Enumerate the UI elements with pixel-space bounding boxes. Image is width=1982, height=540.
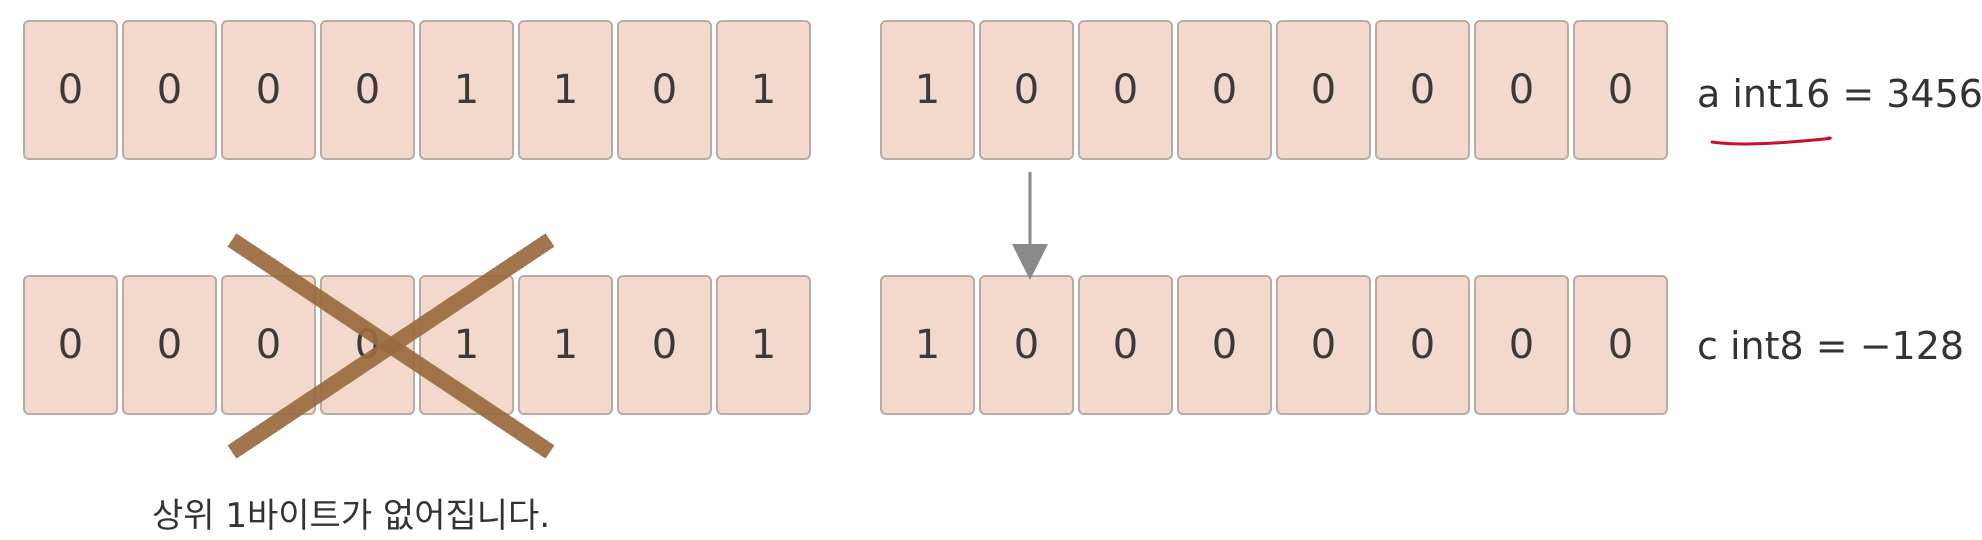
bit-cell: 1 xyxy=(419,275,514,415)
row-c-low-byte: 1 0 0 0 0 0 0 0 xyxy=(880,275,1668,415)
bit-cell: 0 xyxy=(1078,20,1173,160)
row-a-low-byte: 1 0 0 0 0 0 0 0 xyxy=(880,20,1668,160)
row-c-high-byte: 0 0 0 0 1 1 0 1 xyxy=(23,275,811,415)
bit-cell: 1 xyxy=(716,20,811,160)
bit-cell: 0 xyxy=(122,275,217,415)
bit-cell: 0 xyxy=(1474,275,1569,415)
row-a-high-byte: 0 0 0 0 1 1 0 1 xyxy=(23,20,811,160)
bit-cell: 1 xyxy=(716,275,811,415)
bit-cell: 0 xyxy=(1078,275,1173,415)
bit-cell: 0 xyxy=(1474,20,1569,160)
bit-cell: 1 xyxy=(419,20,514,160)
bit-cell: 0 xyxy=(617,275,712,415)
bit-cell: 0 xyxy=(122,20,217,160)
bit-cell: 0 xyxy=(221,275,316,415)
red-underline xyxy=(1710,136,1832,146)
bit-cell: 0 xyxy=(320,20,415,160)
bit-cell: 1 xyxy=(518,275,613,415)
bit-cell: 1 xyxy=(880,20,975,160)
bit-cell: 0 xyxy=(221,20,316,160)
bit-cell: 0 xyxy=(1375,20,1470,160)
bit-cell: 0 xyxy=(1177,20,1272,160)
bit-cell: 0 xyxy=(23,275,118,415)
bit-cell: 0 xyxy=(320,275,415,415)
bit-cell: 0 xyxy=(1177,275,1272,415)
bit-cell: 0 xyxy=(617,20,712,160)
bit-cell: 1 xyxy=(518,20,613,160)
bit-cell: 0 xyxy=(23,20,118,160)
bit-cell: 0 xyxy=(1573,275,1668,415)
bit-cell: 0 xyxy=(1276,20,1371,160)
bit-cell: 0 xyxy=(1573,20,1668,160)
caption-text: 상위 1바이트가 없어집니다. xyxy=(152,496,551,536)
bit-cell: 0 xyxy=(979,20,1074,160)
bit-cell: 0 xyxy=(979,275,1074,415)
variable-c-label: c int8 = −128 xyxy=(1697,324,1965,368)
bit-cell: 1 xyxy=(880,275,975,415)
bit-cell: 0 xyxy=(1375,275,1470,415)
bit-cell: 0 xyxy=(1276,275,1371,415)
variable-a-label: a int16 = 3456 xyxy=(1697,72,1982,116)
